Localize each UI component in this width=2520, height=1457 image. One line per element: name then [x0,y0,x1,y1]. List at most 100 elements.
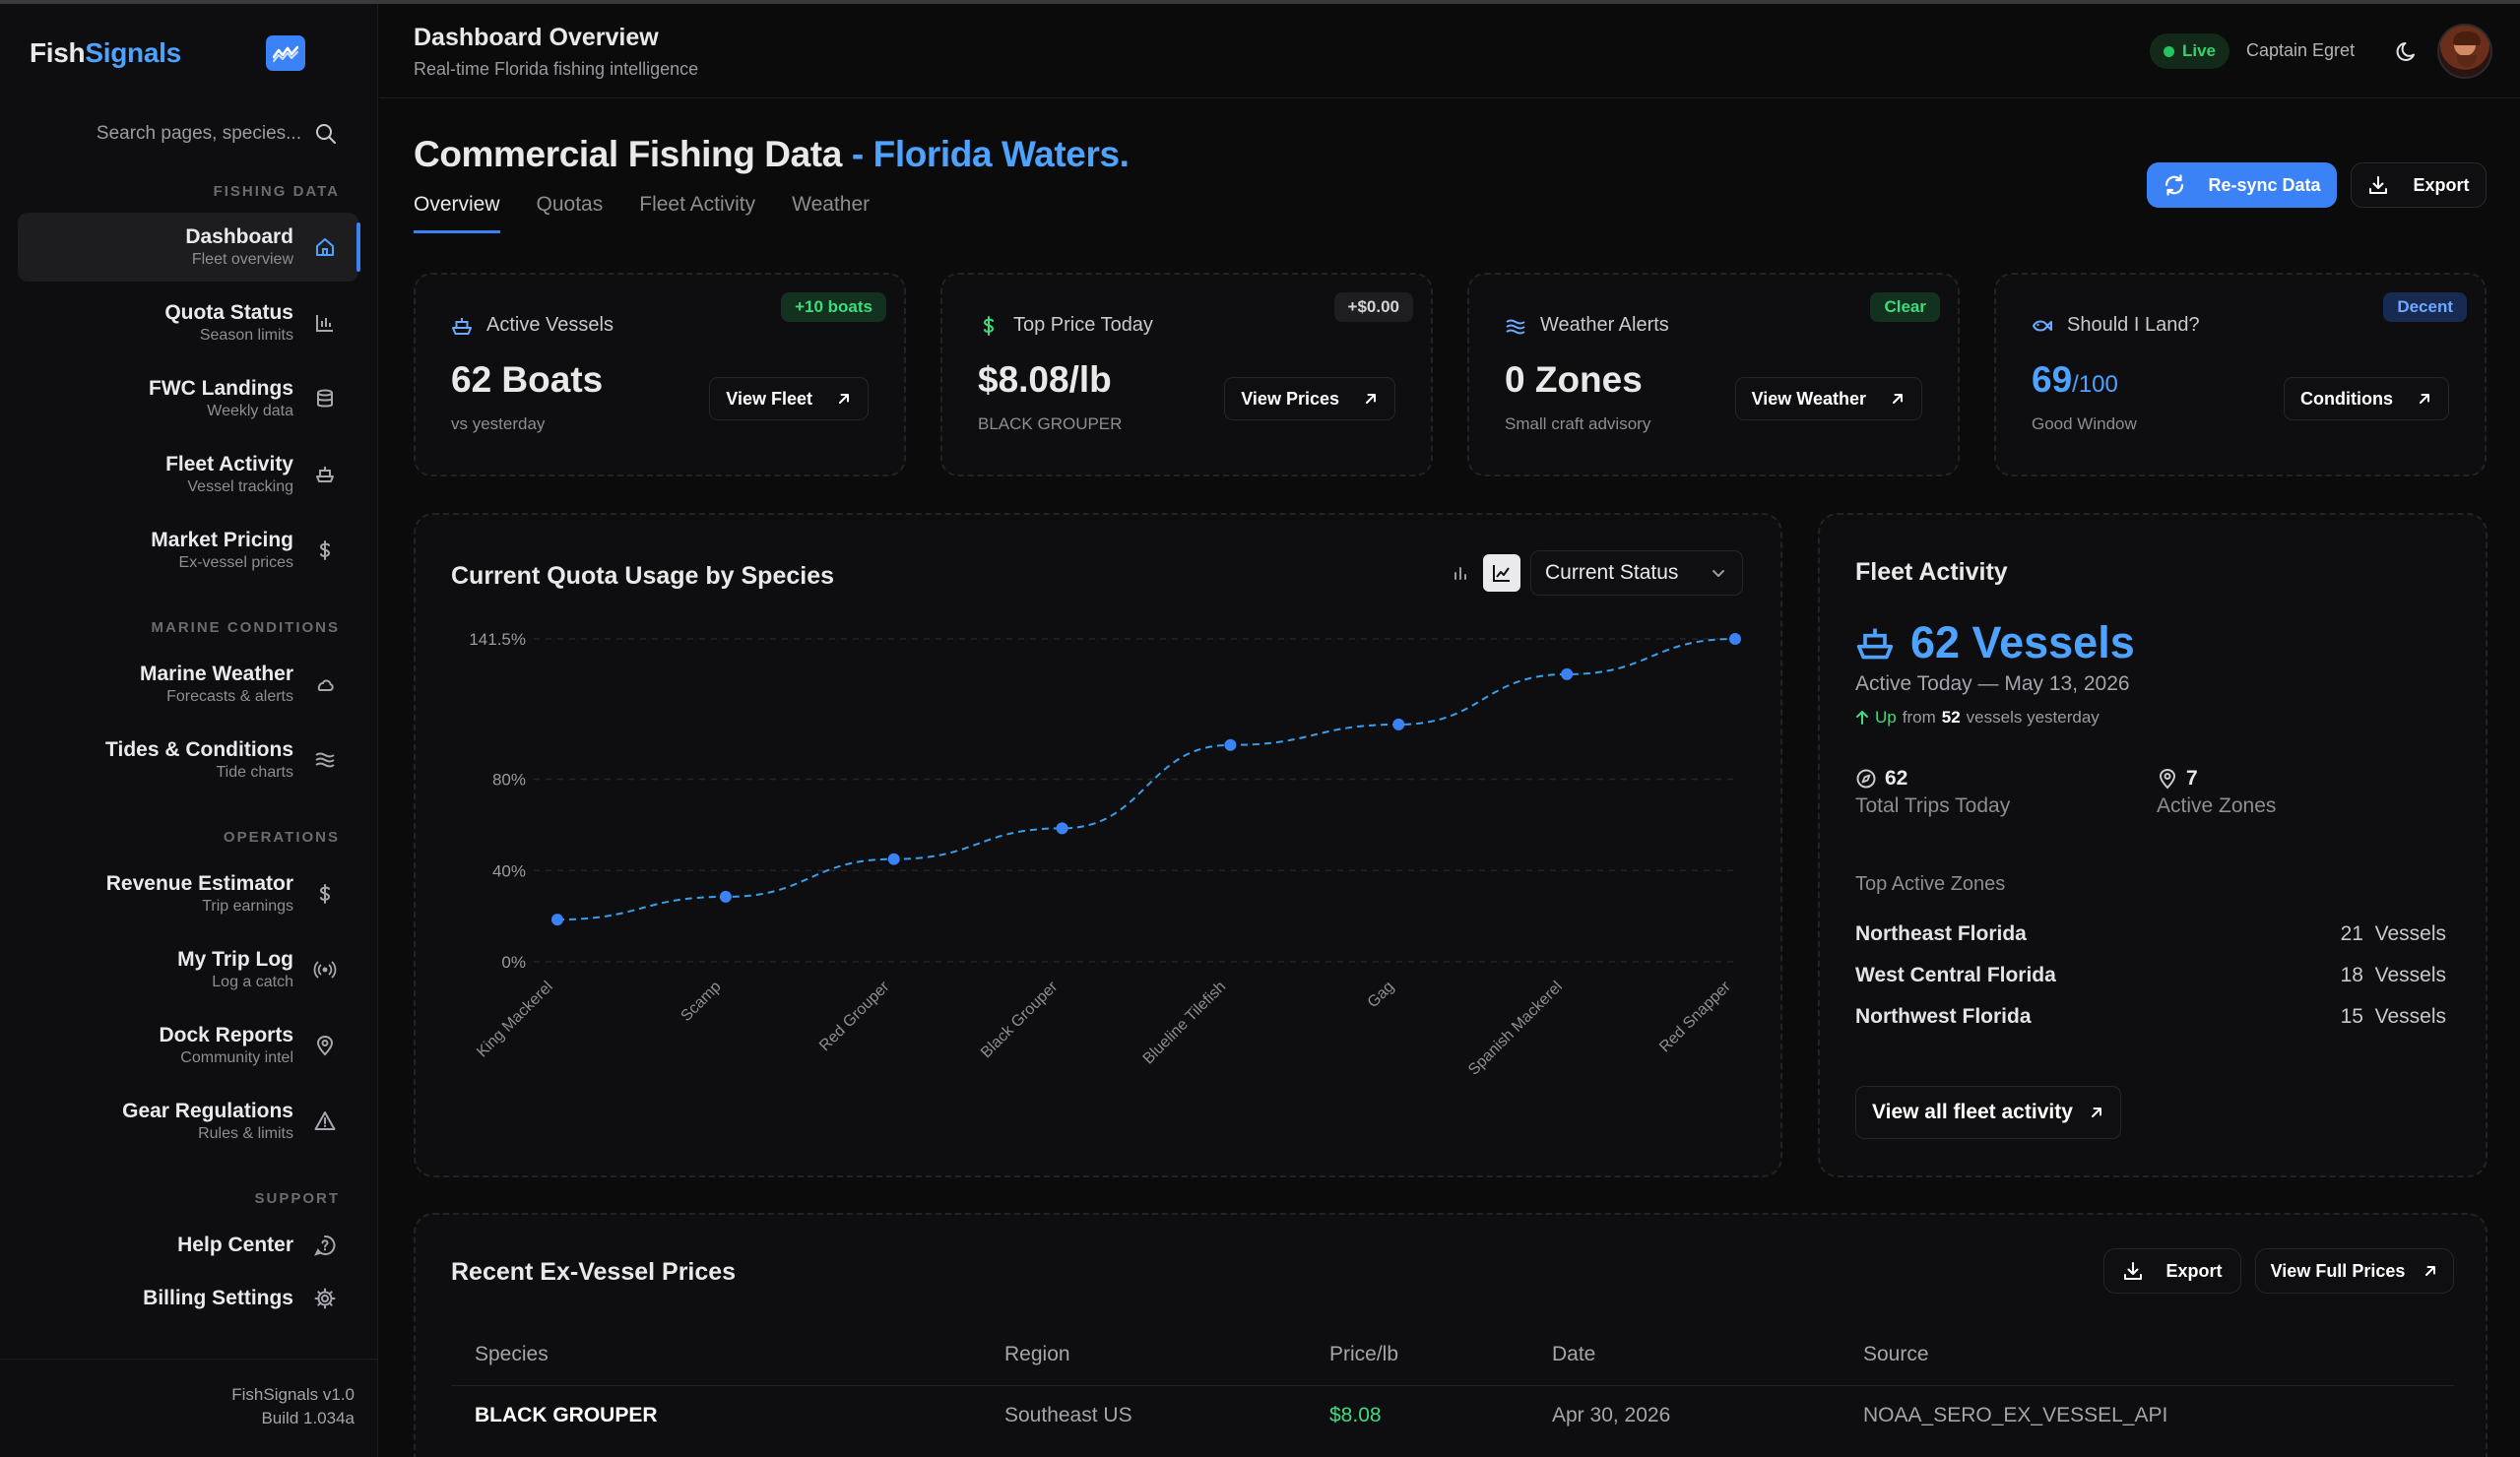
dollar-icon [313,538,337,562]
tab-weather[interactable]: Weather [792,193,871,216]
section-label-marine: MARINE CONDITIONS [151,619,340,636]
nav-title: Fleet Activity [165,453,293,475]
tab-quotas[interactable]: Quotas [536,193,604,216]
database-icon [313,387,337,411]
nav-sub: Log a catch [212,974,293,990]
sidebar-item-quota-status[interactable]: Quota Status Season limits [18,288,358,357]
refresh-icon [2165,174,2184,196]
nav-title: Quota Status [164,301,293,324]
nav-title: Revenue Estimator [105,872,293,895]
trend-count: 52 [1941,708,1961,727]
moon-icon[interactable] [2394,37,2422,65]
column-header[interactable]: Date [1552,1343,1596,1365]
y-tick-label: 80% [492,771,526,790]
arrow-up-icon [1856,711,1868,725]
conditions-button[interactable]: Conditions [2284,377,2449,420]
select-value: Current Status [1545,561,1679,584]
button-label: View Prices [1241,388,1339,409]
fleet-activity-panel: Fleet Activity 62 Vessels Active Today —… [1818,513,2488,1177]
sidebar-item-help-center[interactable]: Help Center [18,1211,358,1280]
data-point [1392,718,1405,730]
status-select[interactable]: Current Status [1530,550,1743,596]
sidebar-item-fwc-landings[interactable]: FWC Landings Weekly data [18,364,358,433]
pulse-logo-icon[interactable] [266,35,305,71]
fleet-vessel-count: 62 Vessels [1855,617,2135,668]
card-value: 69/100 [2032,359,2118,401]
brand-logo-text[interactable]: FishSignals [30,37,181,69]
prices-export-button[interactable]: Export [2103,1248,2241,1294]
chevron-down-icon [1712,570,1724,577]
sidebar-item-dashboard[interactable]: Dashboard Fleet overview [18,213,360,282]
card-label: Should I Land? [2067,314,2200,336]
tab-fleet-activity[interactable]: Fleet Activity [639,193,756,216]
sidebar-item-revenue-estimator[interactable]: Revenue Estimator Trip earnings [18,859,358,928]
brand-part2: Signals [85,37,181,68]
status-badge: Clear [1870,292,1940,322]
search-icon[interactable] [315,123,337,145]
stat-card-should-i-land: Should I Land? Decent 69/100 Good Window… [1994,273,2487,476]
x-tick-label: Scamp [678,979,724,1025]
stat-card-weather-alerts: Weather Alerts Clear 0 Zones Small craft… [1467,273,1960,476]
view-all-fleet-button[interactable]: View all fleet activity [1855,1086,2121,1139]
card-sub: Small craft advisory [1505,414,1651,433]
trend-from: from [1902,708,1936,727]
arrow-up-right-icon [1893,394,1903,404]
zone-count: 15 Vessels [2340,1005,2446,1028]
x-tick-label: King Mackerel [474,979,556,1061]
column-header[interactable]: Price/lb [1329,1343,1399,1365]
compass-icon [1856,769,1876,789]
user-name[interactable]: Captain Egret [2246,40,2356,60]
avatar[interactable] [2437,24,2492,79]
bar-chart-toggle-icon[interactable] [1442,554,1479,592]
resync-button[interactable]: Re-sync Data [2147,162,2337,208]
cell-source: NOAA_SERO_EX_VESSEL_API [1863,1404,2168,1426]
build-text: Build 1.034a [261,1409,355,1427]
nav-title: Marine Weather [140,663,293,685]
status-badge: +$0.00 [1333,292,1413,322]
nav-sub: Forecasts & alerts [166,688,293,705]
column-header[interactable]: Source [1863,1343,1929,1365]
data-point [1561,667,1574,680]
y-tick-label: 141.5% [469,630,526,649]
sidebar-footer: FishSignals v1.0 Build 1.034a [0,1359,378,1457]
data-point [551,914,563,926]
line-chart-toggle-icon[interactable] [1483,554,1520,592]
x-tick-label: Blueline Tilefish [1140,979,1230,1068]
sidebar-item-billing-settings[interactable]: Billing Settings [18,1264,358,1333]
cell-region: Southeast US [1004,1404,1132,1426]
sidebar-item-dock-reports[interactable]: Dock Reports Community intel [18,1011,358,1080]
data-point [719,890,732,903]
bar-chart-icon [313,311,337,335]
chart-title: Current Quota Usage by Species [451,562,835,590]
card-label: Weather Alerts [1540,314,1669,336]
sidebar-item-marine-weather[interactable]: Marine Weather Forecasts & alerts [18,650,358,719]
column-header[interactable]: Region [1004,1343,1070,1365]
avatar-beard [2457,55,2477,67]
view-fleet-button[interactable]: View Fleet [709,377,869,420]
sidebar: FishSignals FISHING DATA Dashboard Fleet … [0,4,378,1457]
data-point [887,853,900,865]
tab-overview[interactable]: Overview [414,193,500,233]
table-row[interactable]: BLACK GROUPER Southeast US $8.08 Apr 30,… [451,1394,2454,1443]
card-value: 62 Boats [451,359,604,400]
radio-icon [313,958,337,982]
view-prices-button[interactable]: View Prices [1224,377,1395,420]
nav-sub: Tide charts [216,764,293,781]
sidebar-item-gear-regulations[interactable]: Gear Regulations Rules & limits [18,1087,358,1156]
search-input[interactable] [65,123,301,145]
sidebar-item-fleet-activity[interactable]: Fleet Activity Vessel tracking [18,440,358,509]
export-button[interactable]: Export [2351,162,2487,208]
card-sub: BLACK GROUPER [978,414,1123,433]
sidebar-item-market-pricing[interactable]: Market Pricing Ex-vessel prices [18,516,358,585]
page-title: Commercial Fishing Data - Florida Waters… [414,134,1130,175]
sidebar-item-tides-conditions[interactable]: Tides & Conditions Tide charts [18,726,358,794]
x-tick-label: Red Grouper [816,978,893,1054]
cell-price: $8.08 [1329,1404,1382,1426]
button-label: View Full Prices [2270,1260,2406,1281]
data-point [1056,822,1068,835]
column-header[interactable]: Species [475,1343,549,1365]
sidebar-item-my-trip-log[interactable]: My Trip Log Log a catch [18,935,358,1004]
view-weather-button[interactable]: View Weather [1734,377,1922,420]
view-full-prices-button[interactable]: View Full Prices [2255,1248,2454,1294]
sidebar-search[interactable] [20,114,337,154]
